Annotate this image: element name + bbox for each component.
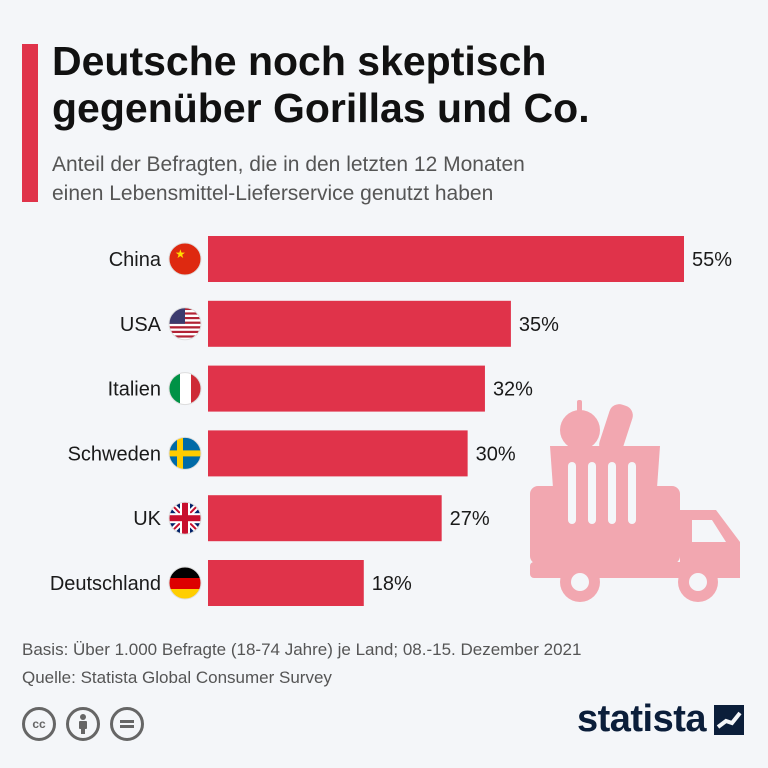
bar-uk <box>208 495 442 542</box>
value-label: 27% <box>450 508 490 530</box>
subtitle: Anteil der Befragten, die in den letzten… <box>52 150 752 208</box>
category-label: Schweden <box>68 443 161 465</box>
uk-flag-icon <box>168 501 202 535</box>
title-line-1: Deutsche noch skeptisch <box>52 38 547 84</box>
bar-italien <box>208 365 485 412</box>
category-label: China <box>109 249 162 271</box>
title-line-2: gegenüber Gorillas und Co. <box>52 85 590 131</box>
value-label: 55% <box>692 249 732 271</box>
category-label: Italien <box>108 379 161 401</box>
bar-deutschland <box>208 560 364 606</box>
usa-flag-icon <box>168 307 202 341</box>
attribution-icon[interactable] <box>66 707 100 741</box>
delivery-truck-icon <box>530 400 740 602</box>
china-flag-icon: ★ <box>168 242 202 276</box>
subtitle-line-1: Anteil der Befragten, die in den letzten… <box>52 153 525 176</box>
bar-chart: China ★ 55% USA 35% Italien 32% Schweden 30% UK 27… <box>50 236 732 606</box>
category-label: UK <box>133 508 161 530</box>
accent-bar <box>22 44 38 202</box>
cc-icon[interactable]: cc <box>22 707 56 741</box>
brand-name: statista <box>576 698 707 740</box>
bar-schweden <box>208 430 468 477</box>
footer: Basis: Über 1.000 Befragte (18-74 Jahre)… <box>22 636 581 692</box>
value-label: 30% <box>476 443 516 465</box>
statista-logo[interactable]: statista <box>577 698 744 741</box>
statista-mark-icon <box>714 704 744 735</box>
subtitle-line-2: einen Lebensmittel-Lieferservice genutzt… <box>52 182 494 205</box>
bar-usa <box>208 300 511 347</box>
basis-note: Basis: Über 1.000 Befragte (18-74 Jahre)… <box>22 640 582 659</box>
sweden-flag-icon <box>168 436 202 470</box>
bar-china <box>208 236 684 282</box>
source-note: Quelle: Statista Global Consumer Survey <box>22 668 332 687</box>
value-label: 35% <box>519 314 559 336</box>
category-label: Deutschland <box>50 573 161 595</box>
category-label: USA <box>120 314 162 336</box>
no-derivatives-icon[interactable] <box>110 707 144 741</box>
svg-text:★: ★ <box>175 247 186 261</box>
value-label: 32% <box>493 379 533 401</box>
page-title: Deutsche noch skeptisch gegenüber Gorill… <box>52 38 752 132</box>
germany-flag-icon <box>168 566 202 600</box>
value-label: 18% <box>372 573 412 595</box>
italy-flag-icon <box>168 372 202 406</box>
license-icons: cc <box>22 707 144 741</box>
